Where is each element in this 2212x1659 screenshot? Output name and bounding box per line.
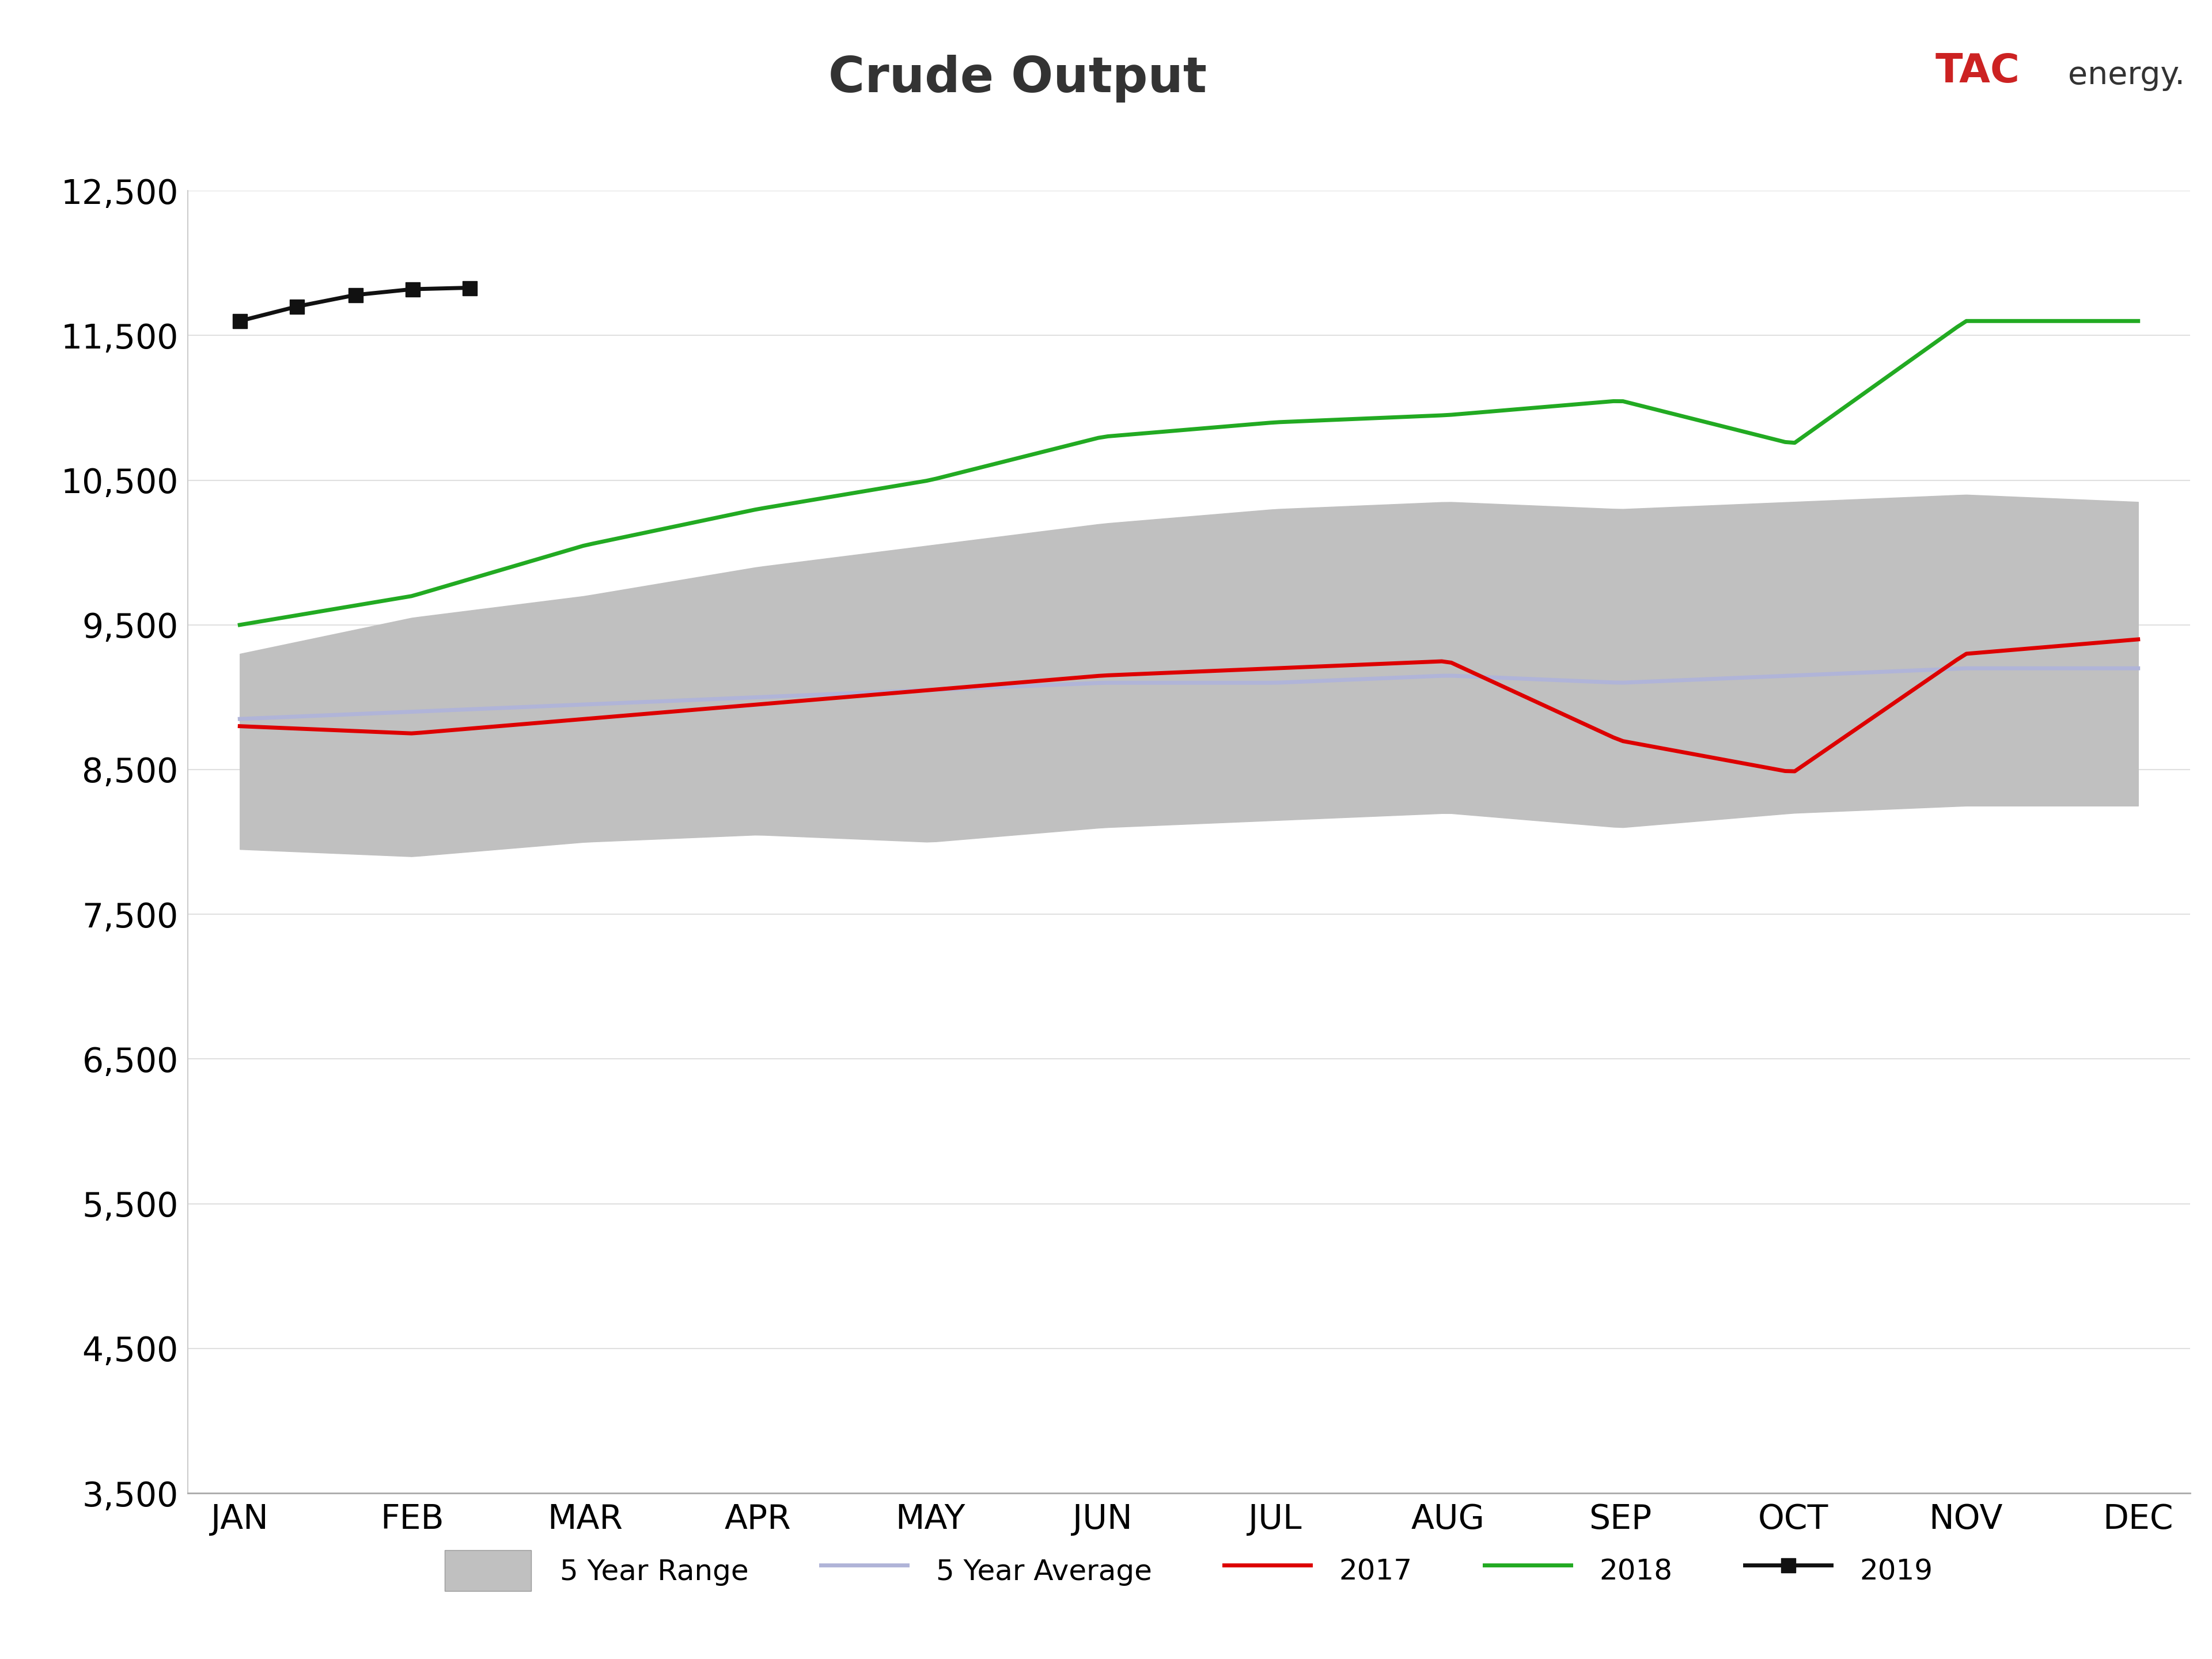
5 Year Average: [303, 705, 330, 725]
2017: [1973, 642, 2000, 662]
2017: [1781, 761, 1807, 781]
2017: [2126, 629, 2152, 649]
2018: [1973, 310, 2000, 330]
2019: [343, 285, 369, 305]
2017: [303, 720, 330, 740]
5 Year Average: [2039, 659, 2066, 679]
Line: 2017: 2017: [239, 639, 2139, 771]
2019: [283, 297, 310, 317]
2018: [732, 501, 759, 521]
2018: [341, 596, 367, 615]
2019: [398, 279, 425, 299]
2018: [580, 534, 606, 554]
5 Year Average: [732, 688, 759, 708]
Text: Crude Output: Crude Output: [827, 55, 1208, 103]
2017: [2039, 637, 2066, 657]
2019: [456, 277, 482, 297]
Legend: 5 Year Range, 5 Year Average, 2017, 2018, 2019: 5 Year Range, 5 Year Average, 2017, 2018…: [434, 1538, 1944, 1603]
Line: 2019: 2019: [232, 280, 476, 328]
2019: [226, 310, 252, 330]
5 Year Average: [226, 708, 252, 728]
2018: [303, 602, 330, 622]
Text: energy.: energy.: [2068, 60, 2185, 91]
2017: [580, 708, 606, 728]
2017: [732, 695, 759, 715]
Text: TAC: TAC: [1936, 51, 2020, 90]
5 Year Average: [1973, 659, 2000, 679]
2018: [2039, 310, 2066, 330]
Line: 5 Year Average: 5 Year Average: [239, 669, 2139, 718]
2018: [1953, 310, 1980, 330]
2017: [226, 717, 252, 737]
Line: 2018: 2018: [239, 320, 2139, 625]
5 Year Average: [2126, 659, 2152, 679]
5 Year Average: [1953, 659, 1980, 679]
5 Year Average: [341, 703, 367, 723]
2018: [226, 615, 252, 635]
5 Year Average: [580, 693, 606, 713]
2018: [2126, 310, 2152, 330]
2017: [341, 722, 367, 742]
